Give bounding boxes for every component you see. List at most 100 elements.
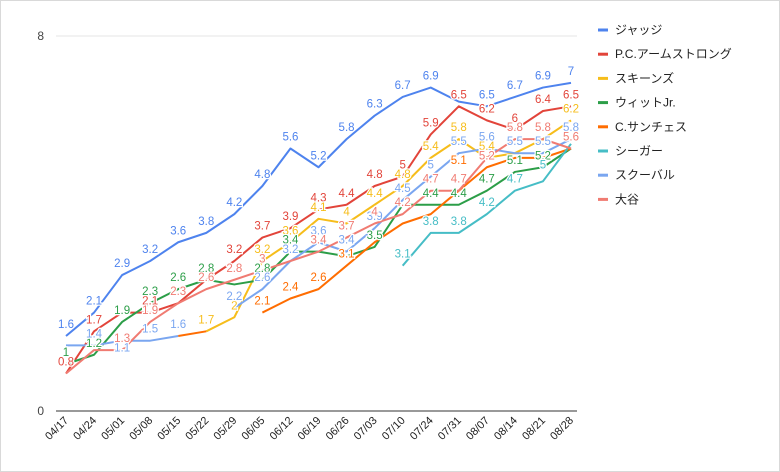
data-label: 4.7: [479, 174, 495, 186]
data-label: 1.7: [198, 314, 214, 326]
data-label: 5.5: [507, 136, 523, 148]
data-label: 1.5: [142, 324, 158, 336]
x-tick-label: 05/29: [212, 415, 240, 443]
data-label: 5: [399, 160, 405, 172]
data-label: 6.5: [451, 89, 467, 101]
data-label: 4.4: [367, 188, 384, 200]
x-tick-label: 07/24: [408, 415, 436, 443]
y-tick-label: 0: [37, 404, 44, 418]
data-label: 5.4: [423, 141, 440, 153]
data-label: 3.7: [254, 221, 270, 233]
x-tick-label: 05/15: [155, 415, 183, 443]
data-label: 5.1: [451, 155, 467, 167]
data-label: 5.6: [282, 132, 298, 144]
data-label: 6.5: [479, 89, 495, 101]
data-label: 3.6: [170, 225, 186, 237]
data-label: 4.7: [507, 174, 523, 186]
data-label: 2.3: [142, 286, 158, 298]
data-label: 4.8: [254, 169, 270, 181]
data-label: 3.7: [339, 221, 355, 233]
data-label: 6.7: [507, 80, 523, 92]
data-label: 3.6: [282, 225, 298, 237]
x-tick-label: 06/26: [324, 415, 352, 443]
data-label: 2.8: [254, 263, 270, 275]
data-label: 5.8: [507, 122, 523, 134]
data-label: 2: [231, 300, 237, 312]
data-label: 5.8: [451, 122, 467, 134]
x-tick-label: 04/24: [71, 415, 99, 443]
data-label: 3.2: [282, 244, 298, 256]
x-tick-label: 07/10: [380, 415, 408, 443]
data-label: 5: [540, 160, 546, 172]
x-tick-label: 06/05: [240, 415, 268, 443]
data-label: 5.8: [535, 122, 551, 134]
data-label: 6.9: [535, 71, 551, 83]
data-label: 3.2: [226, 244, 242, 256]
x-tick-label: 05/01: [99, 415, 127, 443]
data-label: 6.5: [563, 89, 579, 101]
data-label: 3.5: [367, 230, 383, 242]
series-line: [205, 119, 572, 333]
data-label: 2.2: [226, 291, 242, 303]
data-label: 7: [568, 66, 574, 78]
series-line: [65, 138, 572, 375]
data-label: 5: [428, 160, 434, 172]
x-tick-label: 08/28: [548, 415, 576, 443]
data-label: 5.1: [507, 155, 523, 167]
data-label: 5.6: [563, 132, 579, 144]
data-label: 1.7: [86, 314, 102, 326]
data-label: 5.8: [339, 122, 355, 134]
data-label: 2.3: [170, 286, 186, 298]
data-label: 4: [343, 207, 350, 219]
data-label: 6.9: [423, 71, 439, 83]
data-label: 4.8: [395, 169, 411, 181]
x-tick-label: 06/12: [268, 415, 296, 443]
data-label: 3.4: [282, 235, 299, 247]
x-tick-label: 08/07: [464, 415, 492, 443]
data-label: 1.1: [114, 342, 130, 354]
data-label: 5.4: [479, 141, 496, 153]
data-label: 1.3: [114, 333, 130, 345]
x-tick-label: 07/03: [352, 415, 380, 443]
data-label: 3.8: [451, 216, 467, 228]
series-line: [178, 330, 207, 337]
legend-label: スクーバル: [615, 168, 675, 182]
data-label: 2.4: [282, 282, 299, 294]
data-label: 6.2: [479, 103, 495, 115]
data-label: 5.2: [535, 150, 551, 162]
data-label: 3.2: [254, 244, 270, 256]
data-label: 5.5: [535, 136, 551, 148]
data-label: 1: [63, 347, 69, 359]
data-label: 2.6: [198, 272, 214, 284]
data-label: 3.4: [339, 235, 356, 247]
data-label: 3.6: [311, 225, 327, 237]
data-label: 4.8: [367, 169, 383, 181]
series-line: [261, 147, 572, 314]
x-tick-label: 05/22: [183, 415, 211, 443]
data-label: 5.8: [535, 122, 551, 134]
data-label: 6.7: [395, 80, 411, 92]
data-label: 2.8: [226, 263, 242, 275]
data-label: 3: [259, 253, 265, 265]
legend-label: ウィットJr.: [615, 96, 676, 110]
data-label: 6.4: [535, 94, 552, 106]
data-label: 1.6: [58, 319, 74, 331]
legend-label: C.サンチェス: [615, 120, 687, 134]
data-label: 5.2: [479, 150, 495, 162]
data-label: 5.2: [311, 150, 327, 162]
data-label: 6.3: [367, 99, 383, 111]
data-label: 5.9: [423, 117, 439, 129]
data-label: 4: [371, 207, 378, 219]
data-labels: 1.6 2.1 2.9 3.2 3.6 3.8 4.2 4.8 5.6 5.2 5.8 6.3 6.7 6…: [57, 65, 581, 370]
data-label: 4.7: [423, 174, 439, 186]
data-label: 3.8: [198, 216, 214, 228]
gridlines: [56, 35, 577, 412]
legend-label: 大谷: [615, 192, 639, 206]
data-label: 5.2: [479, 150, 495, 162]
legend-label: シーガー: [615, 144, 663, 158]
x-axis-ticks: 04/17 04/24 05/01 05/08 05/15 05/22 05/29 06/05…: [43, 415, 576, 443]
data-label: 2.6: [311, 272, 327, 284]
data-label: 2.1: [142, 296, 158, 308]
data-label: 4.2: [395, 197, 411, 209]
